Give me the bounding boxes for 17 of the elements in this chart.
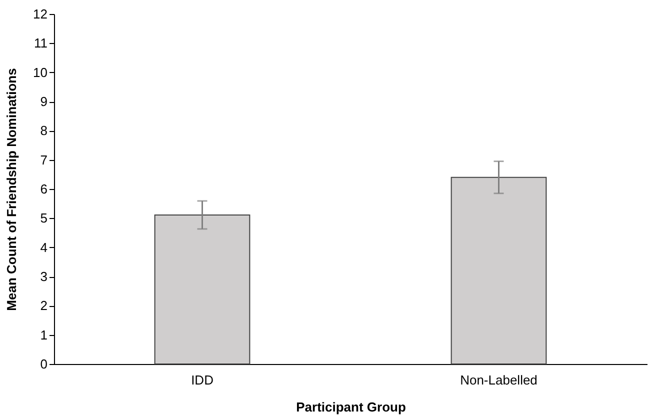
y-tick-label: 10 [33, 64, 48, 80]
y-tick-label: 6 [40, 182, 48, 196]
y-tick-label: 0 [40, 356, 48, 372]
y-tick-label: 12 [33, 6, 48, 22]
y-tick-label: 3 [40, 269, 48, 284]
y-tick-label: 11 [34, 36, 48, 51]
x-tick-label: IDD [191, 372, 214, 388]
y-axis-title: Mean Count of Friendship Nominations [4, 68, 20, 311]
x-axis-title: Participant Group [296, 400, 406, 414]
y-tick-label: 9 [40, 94, 48, 109]
x-tick-label: Non-Labelled [460, 372, 538, 388]
y-tick-label: 4 [40, 240, 48, 255]
y-tick-label: 5 [40, 210, 48, 226]
y-tick-label: 7 [40, 152, 48, 168]
y-tick-label: 2 [40, 298, 48, 314]
y-tick-label: 8 [40, 123, 48, 138]
y-tick-label: 1 [40, 327, 48, 342]
